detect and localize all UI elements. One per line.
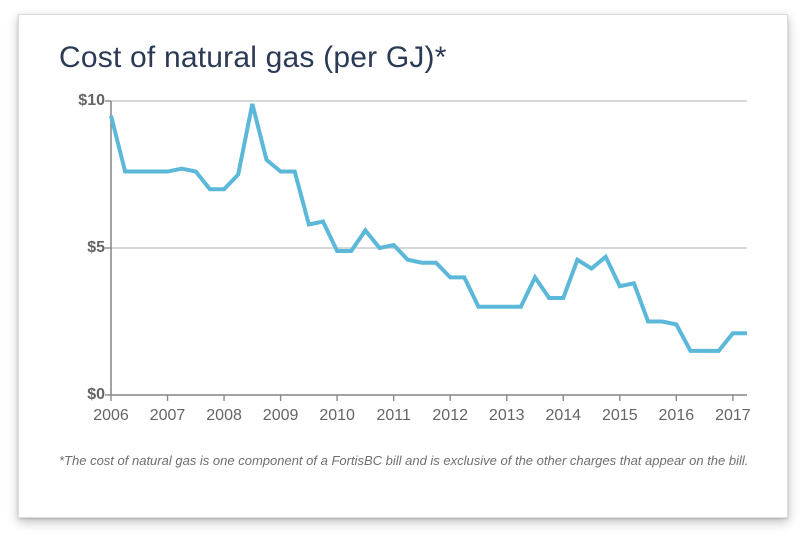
x-tick-label: 2014 <box>545 407 581 425</box>
x-tick-label: 2008 <box>206 407 242 425</box>
chart-title: Cost of natural gas (per GJ)* <box>59 41 751 75</box>
y-tick-label: $0 <box>87 386 105 404</box>
x-tick-label: 2009 <box>263 407 299 425</box>
chart-plot: $0 $5 $10 2006 2007 2008 2009 2010 2011 2012 2013 2… <box>61 93 751 433</box>
y-tick-label: $5 <box>87 239 105 257</box>
chart-footnote: *The cost of natural gas is one componen… <box>59 453 751 470</box>
chart-card: Cost of natural gas (per GJ)* $0 $5 $10 200… <box>18 14 788 518</box>
x-tick-label: 2015 <box>602 407 638 425</box>
x-tick-label: 2011 <box>376 407 410 425</box>
chart-svg <box>61 93 751 433</box>
x-tick-label: 2010 <box>319 407 355 425</box>
y-tick-label: $10 <box>78 92 105 110</box>
x-tick-label: 2013 <box>489 407 525 425</box>
x-tick-label: 2006 <box>93 407 129 425</box>
x-tick-label: 2016 <box>659 407 695 425</box>
x-tick-label: 2012 <box>432 407 468 425</box>
x-tick-label: 2007 <box>150 407 186 425</box>
x-tick-label: 2017 <box>715 407 751 425</box>
